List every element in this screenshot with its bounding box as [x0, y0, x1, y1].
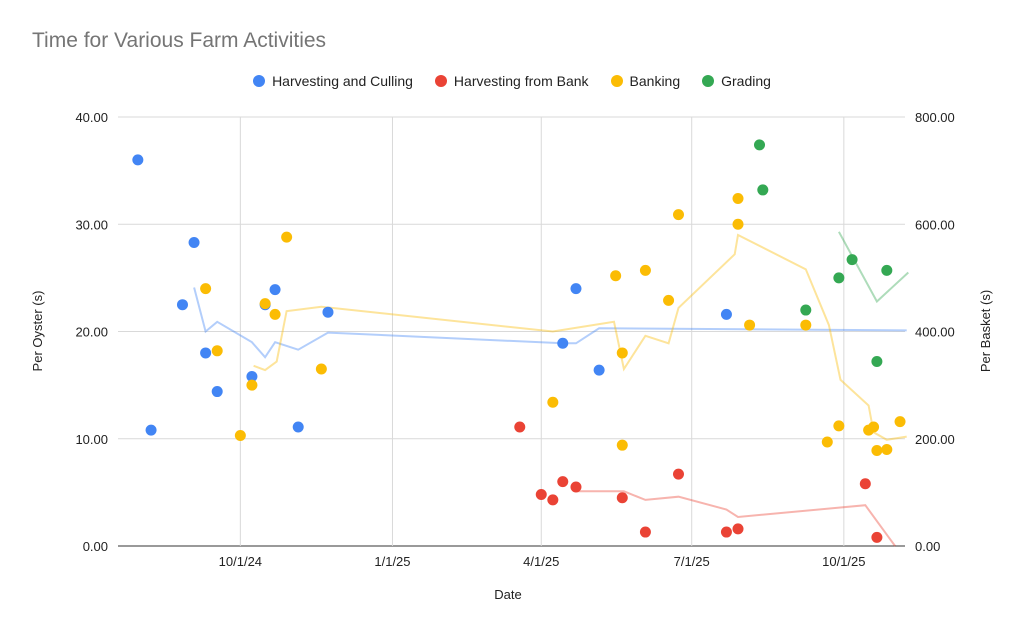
data-point	[246, 379, 258, 391]
trendline	[576, 490, 896, 547]
data-point	[570, 481, 582, 493]
data-point	[732, 193, 744, 205]
data-point	[871, 356, 883, 368]
y-tick-right: 0.00	[915, 539, 940, 554]
legend-item-grading[interactable]: Grading	[702, 73, 771, 89]
y-tick-right: 600.00	[915, 217, 955, 232]
legend-label: Harvesting and Culling	[272, 73, 413, 89]
data-point	[269, 308, 281, 320]
data-point	[821, 436, 833, 448]
data-point	[800, 319, 812, 331]
data-point	[720, 526, 732, 538]
data-point	[639, 264, 651, 276]
data-point	[616, 347, 628, 359]
data-point	[547, 494, 559, 506]
data-point	[871, 531, 883, 543]
y-tick-left: 0.00	[83, 539, 108, 554]
legend-item-harvesting-bank[interactable]: Harvesting from Bank	[434, 73, 589, 89]
y-tick-right: 800.00	[915, 110, 955, 125]
y-tick-right: 400.00	[915, 325, 955, 340]
legend-item-harvesting-culling[interactable]: Harvesting and Culling	[253, 73, 413, 89]
data-point	[881, 443, 893, 455]
legend: Harvesting and Culling Harvesting from B…	[0, 73, 1024, 89]
y-tick-left: 40.00	[75, 110, 108, 125]
y-tick-left: 30.00	[75, 217, 108, 232]
data-point	[639, 526, 651, 538]
data-point	[514, 421, 526, 433]
legend-item-banking[interactable]: Banking	[610, 73, 681, 89]
data-point	[616, 439, 628, 451]
data-point	[200, 283, 212, 295]
data-point	[200, 347, 212, 359]
data-point	[833, 272, 845, 284]
chart-title: Time for Various Farm Activities	[32, 29, 327, 52]
data-point	[610, 270, 622, 282]
data-point	[145, 424, 157, 436]
data-point	[757, 184, 769, 196]
data-point	[881, 264, 893, 276]
x-tick: 7/1/25	[674, 554, 710, 569]
data-point	[894, 416, 906, 428]
data-point	[246, 371, 258, 383]
data-point	[315, 363, 327, 375]
trendline	[193, 287, 907, 359]
data-point	[846, 254, 858, 266]
data-point	[663, 294, 675, 306]
legend-swatch	[610, 75, 623, 87]
data-point	[672, 209, 684, 221]
data-point	[800, 304, 812, 316]
data-point	[871, 445, 883, 457]
legend-label: Banking	[629, 73, 681, 89]
data-point	[234, 430, 246, 442]
data-point	[744, 319, 756, 331]
data-point	[547, 396, 559, 408]
data-point	[859, 478, 871, 490]
legend-label: Harvesting from Bank	[453, 73, 589, 89]
y-tick-left: 10.00	[75, 432, 108, 447]
legend-swatch	[434, 75, 447, 87]
data-point	[211, 345, 223, 357]
x-tick: 10/1/24	[219, 554, 262, 569]
y-axis-right-label: Per Basket (s)	[978, 290, 993, 372]
data-point	[557, 337, 569, 349]
legend-swatch	[702, 75, 715, 87]
y-tick-right: 200.00	[915, 432, 955, 447]
data-point	[593, 364, 605, 376]
data-point	[732, 218, 744, 230]
data-point	[269, 284, 281, 296]
x-tick: 1/1/25	[374, 554, 410, 569]
data-point	[672, 468, 684, 480]
data-point	[259, 298, 271, 310]
data-point	[281, 231, 293, 243]
y-tick-left: 20.00	[75, 325, 108, 340]
data-point	[720, 308, 732, 320]
trendline	[253, 233, 907, 441]
x-tick: 4/1/25	[523, 554, 559, 569]
x-axis-label: Date	[494, 587, 521, 602]
y-axis-left-label: Per Oyster (s)	[30, 291, 45, 372]
trendline	[838, 231, 909, 304]
data-point	[833, 420, 845, 432]
data-point	[292, 421, 304, 433]
data-point	[570, 283, 582, 295]
data-point	[322, 306, 334, 318]
data-point	[132, 154, 144, 166]
data-point	[732, 523, 744, 535]
legend-label: Grading	[721, 73, 771, 89]
data-point	[557, 476, 569, 488]
data-point	[188, 236, 200, 248]
x-tick: 10/1/25	[822, 554, 865, 569]
data-point	[754, 139, 766, 151]
legend-swatch	[253, 75, 266, 87]
data-point	[868, 421, 880, 433]
data-point	[176, 299, 188, 311]
data-point	[211, 386, 223, 398]
data-point	[535, 489, 547, 501]
data-point	[616, 492, 628, 504]
